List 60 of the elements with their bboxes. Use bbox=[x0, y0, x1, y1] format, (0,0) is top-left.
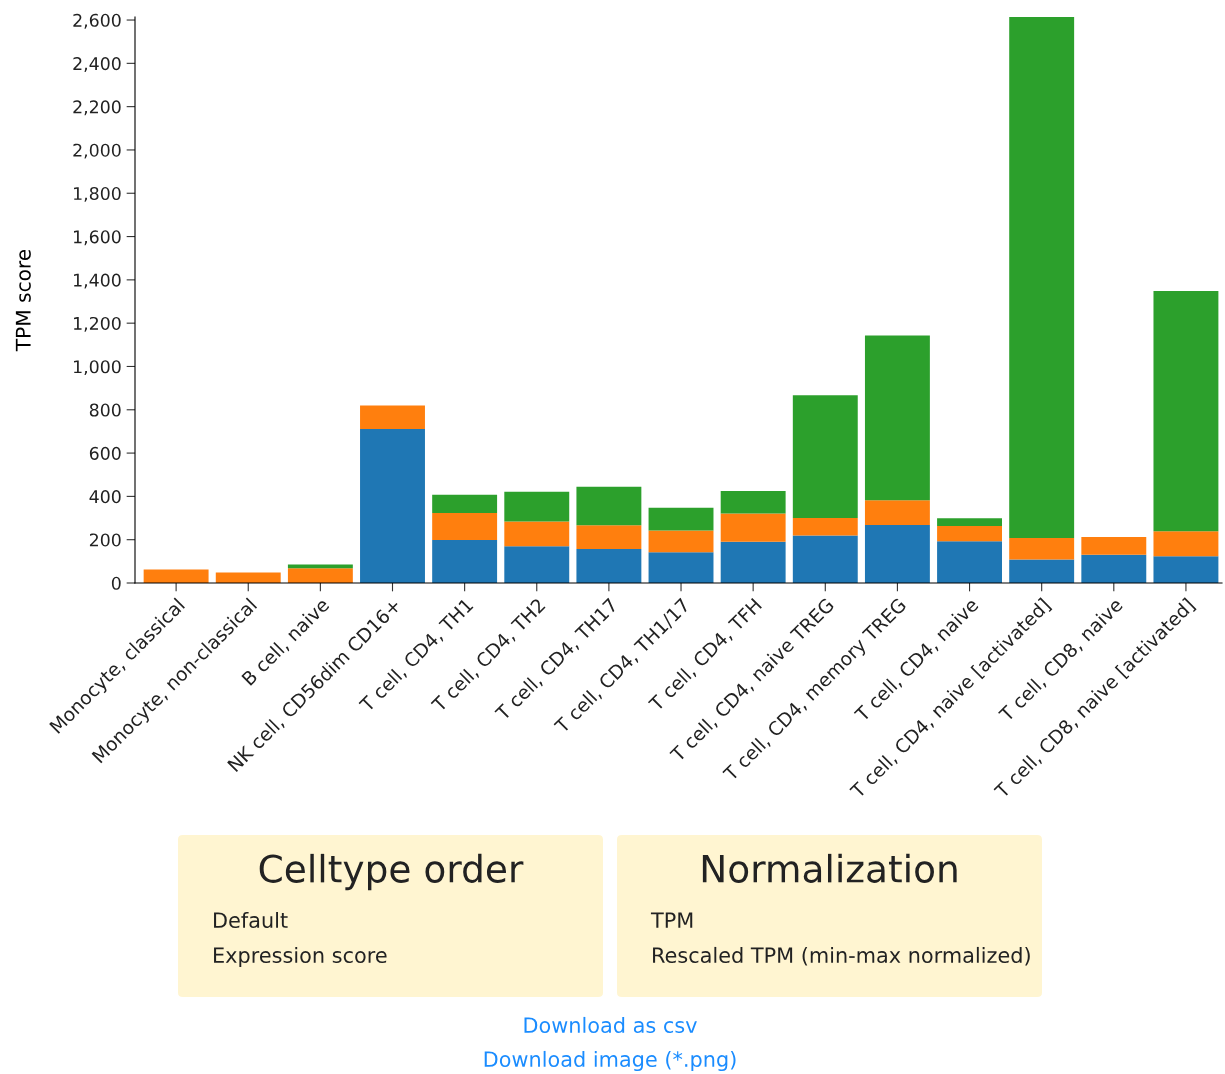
bar bbox=[1009, 537, 1075, 560]
bar bbox=[576, 549, 642, 583]
bar bbox=[720, 513, 786, 542]
bar bbox=[432, 513, 498, 540]
text: Expression score bbox=[214, 946, 387, 968]
bar bbox=[504, 521, 570, 547]
bar bbox=[720, 541, 786, 583]
y-axis-title: TPM score bbox=[15, 249, 31, 352]
y-tick-label: 1,600 bbox=[74, 230, 121, 246]
bar bbox=[792, 395, 858, 519]
bar bbox=[504, 546, 570, 583]
bar bbox=[287, 568, 353, 583]
y-tick-label: 200 bbox=[89, 533, 121, 547]
bar bbox=[1153, 290, 1219, 532]
bar bbox=[576, 525, 642, 550]
y-tick-label: 0 bbox=[111, 576, 121, 590]
y-tick-label: 1,800 bbox=[74, 186, 121, 202]
bar bbox=[720, 490, 786, 514]
bar bbox=[360, 429, 425, 583]
y-tick-label: 2,600 bbox=[73, 13, 121, 29]
bar bbox=[287, 564, 353, 569]
bar bbox=[1153, 531, 1219, 557]
y-tick-label: 2,000 bbox=[73, 143, 121, 159]
bar bbox=[143, 569, 209, 583]
bar bbox=[864, 500, 930, 525]
text: Rescaled TPM (min-max normalized) bbox=[653, 946, 1030, 966]
y-tick-label: 1,000 bbox=[74, 360, 121, 376]
bar bbox=[576, 486, 642, 526]
bar bbox=[1009, 17, 1075, 538]
bar bbox=[1009, 559, 1075, 583]
bar bbox=[648, 507, 714, 531]
bar bbox=[1153, 556, 1219, 583]
y-tick-label: 400 bbox=[89, 490, 121, 504]
bar bbox=[864, 335, 930, 501]
bar bbox=[864, 524, 930, 583]
bar bbox=[1081, 537, 1147, 555]
text: Celltype order bbox=[259, 853, 524, 891]
bar bbox=[937, 518, 1002, 527]
text: Normalization bbox=[702, 853, 957, 883]
y-tick-label: 1,200 bbox=[74, 316, 121, 332]
bar bbox=[937, 526, 1002, 542]
bar bbox=[648, 530, 714, 553]
text: Download image (*.png) bbox=[484, 1050, 736, 1072]
bar bbox=[648, 552, 714, 583]
text: Download as csv bbox=[524, 1016, 697, 1034]
bar bbox=[360, 405, 425, 430]
bar bbox=[432, 494, 498, 514]
text: Default bbox=[214, 911, 288, 929]
y-tick-label: 2,400 bbox=[73, 57, 121, 72]
bar bbox=[792, 535, 858, 583]
bar bbox=[432, 539, 498, 583]
bar bbox=[1081, 554, 1147, 583]
bar bbox=[792, 518, 858, 536]
y-tick-label: 1,400 bbox=[74, 273, 121, 289]
y-tick-label: 2,200 bbox=[73, 100, 121, 116]
y-tick-label: 800 bbox=[89, 403, 121, 417]
text: TPM bbox=[650, 912, 693, 928]
y-tick-label: 600 bbox=[89, 446, 121, 460]
bar bbox=[937, 541, 1002, 583]
bar bbox=[504, 491, 570, 522]
